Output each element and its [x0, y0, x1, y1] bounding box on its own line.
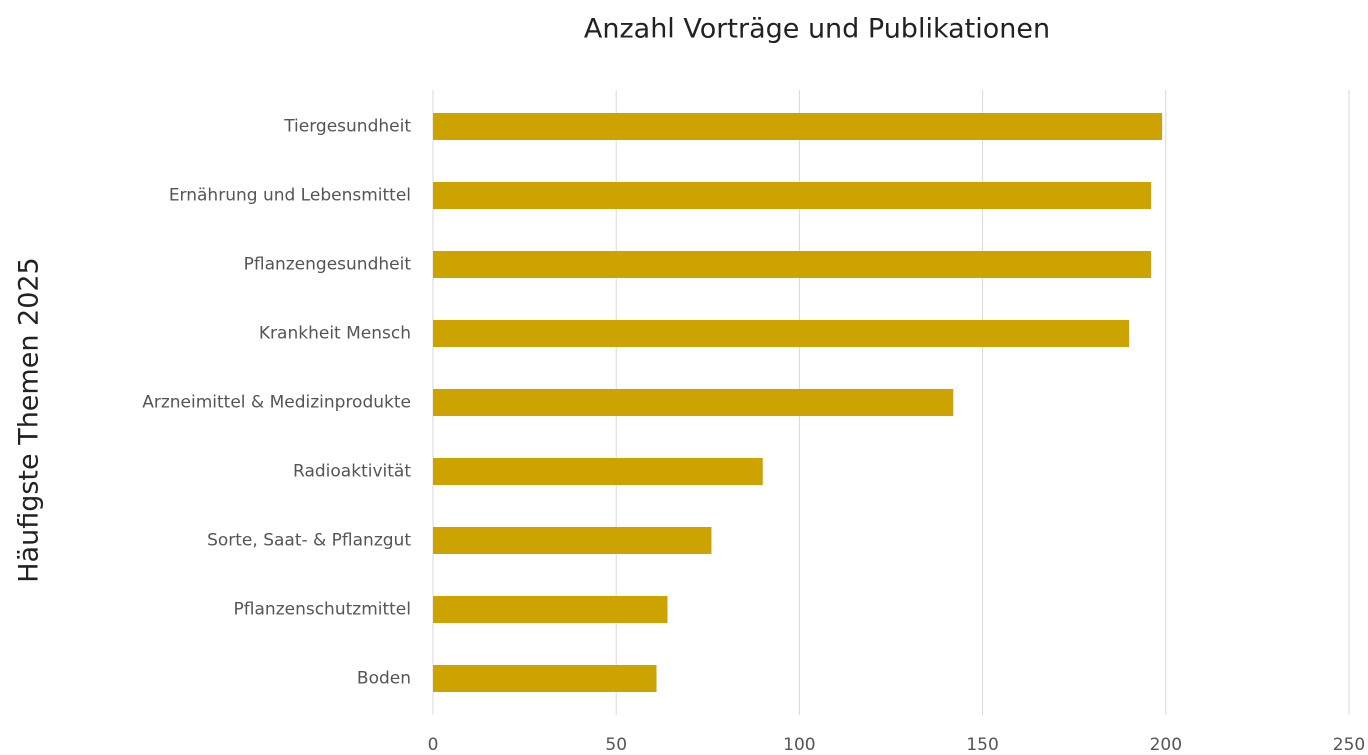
y-tick-label: Pflanzengesundheit [244, 255, 412, 275]
x-tick-label: 200 [1150, 735, 1182, 755]
y-tick-label: Tiergesundheit [283, 117, 411, 137]
y-tick-label: Ernährung und Lebensmittel [169, 186, 411, 206]
bar [433, 389, 954, 416]
bar [433, 527, 712, 554]
x-tick-label: 100 [783, 735, 815, 755]
y-tick-label: Pflanzenschutzmittel [234, 600, 411, 620]
bar [433, 182, 1152, 209]
y-tick-label: Radioaktivität [293, 462, 411, 482]
bar [433, 665, 657, 692]
bar [433, 458, 763, 485]
bar [433, 251, 1152, 278]
y-tick-label: Boden [357, 669, 411, 689]
y-tick-label: Sorte, Saat- & Pflanzgut [207, 531, 411, 551]
x-axis-title: Anzahl Vorträge und Publikationen [584, 14, 1050, 45]
bar [433, 320, 1130, 347]
x-tick-label: 150 [966, 735, 998, 755]
y-axis-title: Häufigste Themen 2025 [14, 257, 45, 583]
y-tick-label: Krankheit Mensch [259, 324, 411, 344]
y-tick-label: Arzneimittel & Medizinprodukte [142, 393, 411, 413]
x-tick-label: 50 [605, 735, 627, 755]
x-tick-label: 0 [428, 735, 439, 755]
x-tick-label: 250 [1333, 735, 1365, 755]
bar [433, 596, 668, 623]
bar [433, 113, 1163, 140]
